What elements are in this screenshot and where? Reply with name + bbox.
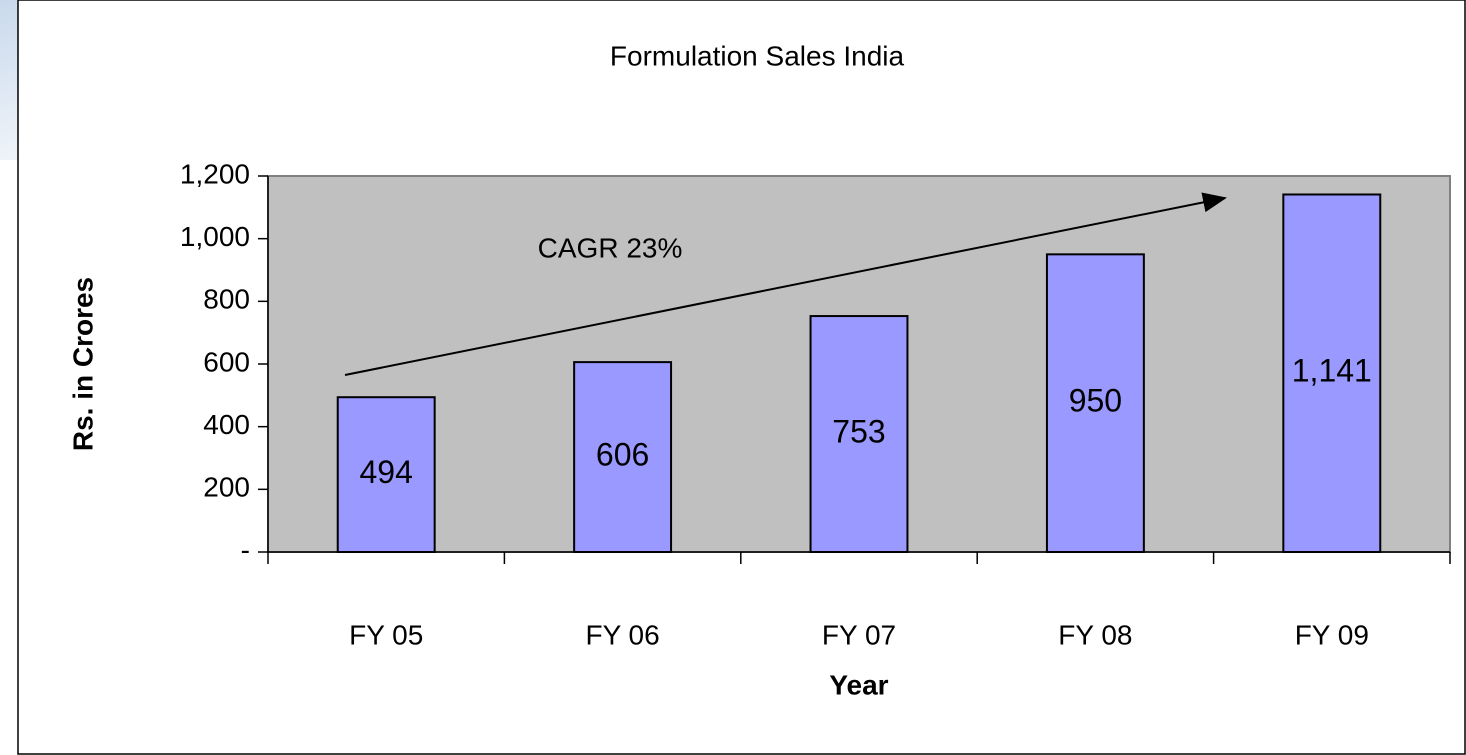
y-tick-label: 200 bbox=[203, 472, 250, 503]
bar bbox=[809, 315, 909, 553]
x-axis-label: Year bbox=[829, 669, 888, 700]
x-tick-label: FY 07 bbox=[822, 619, 896, 650]
value-label: 753 bbox=[832, 413, 885, 449]
value-label: 494 bbox=[360, 454, 413, 490]
y-tick-label: 800 bbox=[203, 284, 250, 315]
x-tick-label: FY 09 bbox=[1295, 619, 1369, 650]
annotation: CAGR 23% bbox=[538, 232, 683, 263]
bar bbox=[1045, 253, 1145, 553]
y-axis-label: Rs. in Crores bbox=[67, 277, 98, 451]
value-label: 1,141 bbox=[1292, 353, 1372, 389]
bar bbox=[1282, 193, 1382, 553]
trend-arrow bbox=[344, 192, 1227, 376]
y-tick-label: 1,000 bbox=[180, 221, 250, 252]
bar bbox=[336, 396, 436, 554]
value-label: 950 bbox=[1069, 383, 1122, 419]
x-tick-label: FY 06 bbox=[585, 619, 659, 650]
bar bbox=[573, 361, 673, 553]
y-tick-label: 1,200 bbox=[180, 158, 250, 189]
x-tick-label: FY 05 bbox=[349, 619, 423, 650]
y-tick-label: - bbox=[241, 534, 250, 565]
chart-title: Formulation Sales India bbox=[610, 40, 905, 71]
value-label: 606 bbox=[596, 437, 649, 473]
y-tick-label: 600 bbox=[203, 346, 250, 377]
y-tick-label: 400 bbox=[203, 409, 250, 440]
x-tick-label: FY 08 bbox=[1058, 619, 1132, 650]
